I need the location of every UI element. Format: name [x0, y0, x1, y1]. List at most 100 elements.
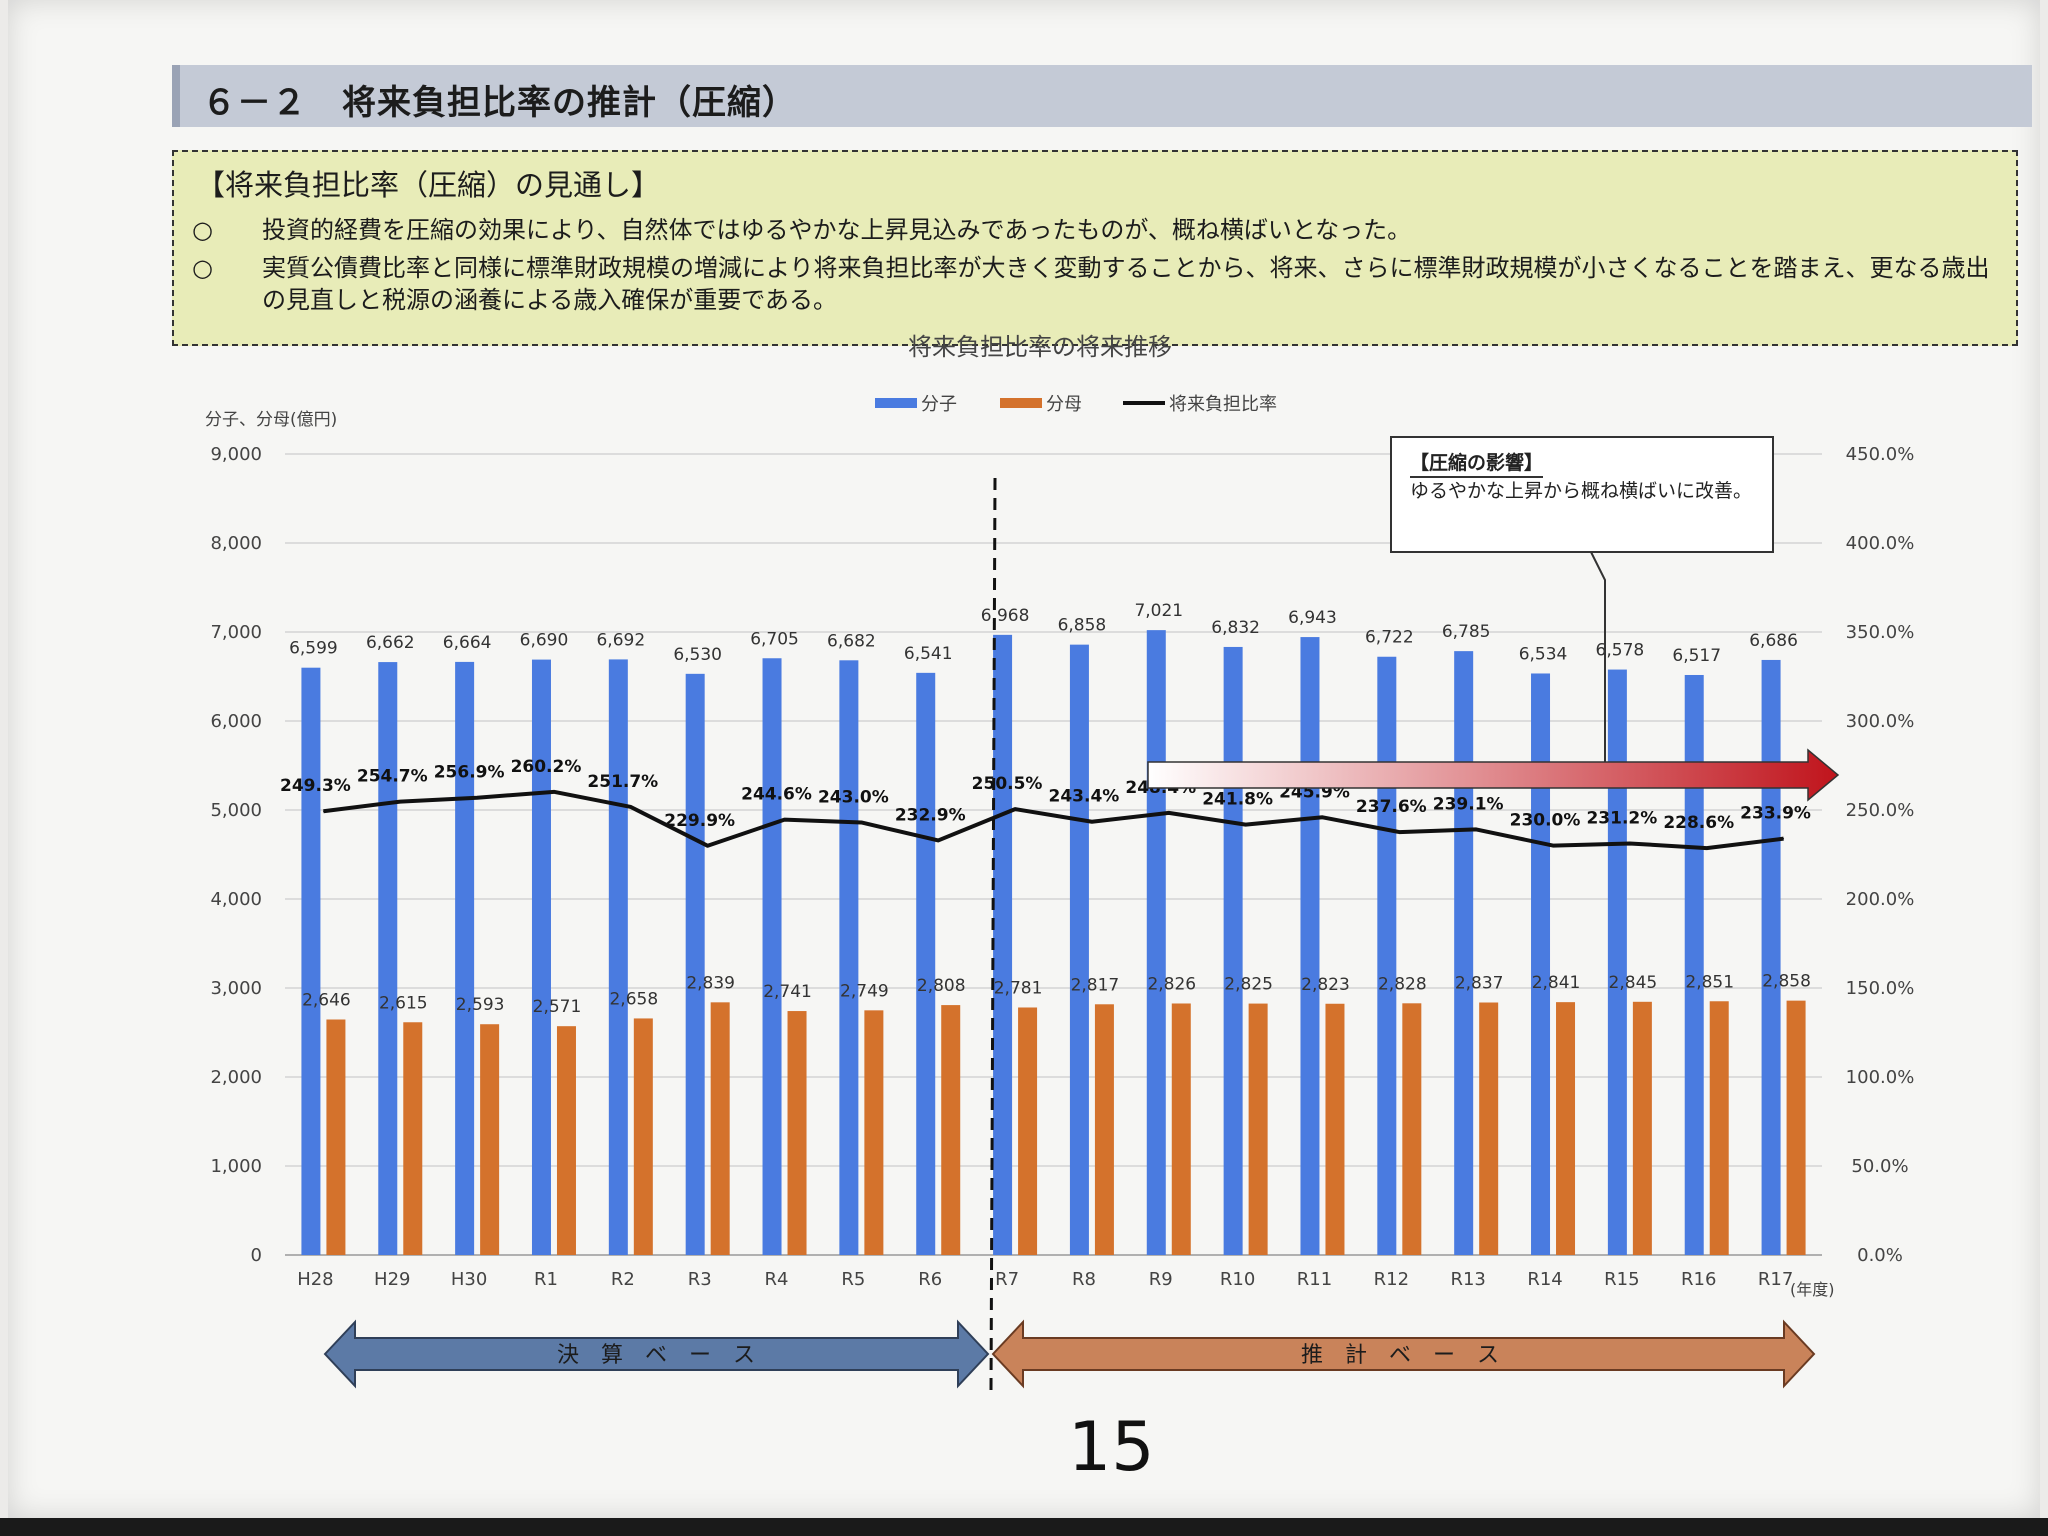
bar-denominator [326, 1019, 346, 1255]
ratio-point [322, 810, 324, 812]
bar-numerator [455, 661, 475, 1255]
ratio-label: 254.7% [357, 767, 428, 787]
section-title: ６－２ 将来負担比率の推計（圧縮） [202, 83, 797, 123]
x-tick-label: R13 [1450, 1269, 1485, 1290]
bar-label-numerator: 6,517 [1672, 646, 1721, 666]
x-tick-label: R14 [1527, 1269, 1562, 1290]
ratio-label: 239.1% [1433, 794, 1504, 814]
bar-numerator [839, 660, 859, 1255]
bar-denominator [1709, 1001, 1729, 1255]
y-tick-label-left: 0 [251, 1245, 262, 1266]
y-tick-label-left: 1,000 [210, 1156, 262, 1177]
x-tick-label: R5 [841, 1269, 865, 1290]
bar-numerator [1069, 644, 1089, 1255]
x-tick-label: R1 [534, 1269, 558, 1290]
ratio-point [707, 845, 709, 847]
ratio-label: 260.2% [511, 757, 582, 777]
bar-denominator [941, 1005, 961, 1255]
ratio-point [1629, 842, 1631, 844]
annotation-leader-line [1589, 549, 1606, 762]
bar-numerator [1223, 646, 1243, 1255]
bar-label-numerator: 7,021 [1134, 601, 1183, 621]
bar-label-denominator: 2,817 [1071, 975, 1120, 995]
ratio-point [1398, 831, 1400, 833]
section-header: ６－２ 将来負担比率の推計（圧縮） [172, 65, 2032, 127]
y-tick-label-right: 400.0% [1846, 533, 1915, 554]
bar-label-numerator: 6,599 [289, 639, 338, 659]
y-tick-label-right: 0.0% [1857, 1245, 1903, 1266]
bar-numerator [762, 658, 782, 1255]
bar-label-numerator: 6,943 [1288, 608, 1337, 628]
bar-denominator [556, 1026, 576, 1255]
bar-denominator [1632, 1001, 1652, 1255]
legend-swatch [875, 398, 917, 408]
bar-numerator [1761, 659, 1781, 1255]
y-tick-label-left: 2,000 [210, 1067, 262, 1088]
bar-label-denominator: 2,845 [1609, 973, 1658, 993]
bar-numerator [531, 659, 551, 1255]
annotation-callout: 【圧縮の影響】 ゆるやかな上昇から概ね横ばいに改善。 [1390, 436, 1774, 553]
bar-label-numerator: 6,578 [1596, 641, 1645, 661]
y-tick-label-right: 250.0% [1846, 800, 1915, 821]
bar-numerator [1300, 637, 1320, 1255]
bar-numerator [1684, 674, 1704, 1255]
bar-denominator [403, 1022, 423, 1255]
ratio-line [323, 789, 1784, 851]
y-axis-left: 0 1,000 2,000 3,000 4,000 5,000 6,000 7,000 8,00… [210, 444, 262, 1266]
bar-denominator [1325, 1003, 1345, 1255]
outlook-heading: 【将来負担比率（圧縮）の見通し】 [196, 168, 661, 202]
bar-numerator [685, 673, 705, 1255]
bar-label-numerator: 6,832 [1211, 618, 1260, 638]
ratio-point [784, 819, 786, 821]
actual-base-arrow-icon [323, 1319, 990, 1389]
bar-denominator [710, 1002, 730, 1255]
bar-numerator [1377, 656, 1397, 1255]
x-tick-label: R3 [688, 1269, 712, 1290]
legend-label: 分子 [921, 394, 957, 415]
bar-denominator [787, 1011, 807, 1255]
bar-denominator [1018, 1007, 1038, 1255]
bar-denominator [864, 1010, 884, 1255]
ratio-label: 232.9% [895, 805, 966, 825]
bar-denominator [1479, 1002, 1499, 1255]
ratio-point [1706, 847, 1708, 849]
bar-numerator [1607, 669, 1627, 1255]
bar-label-denominator: 2,749 [840, 981, 889, 1001]
bar-label-denominator: 2,646 [302, 991, 351, 1011]
y-tick-label-left: 7,000 [210, 622, 262, 643]
bar-denominator [480, 1024, 500, 1255]
outlook-box: 【将来負担比率（圧縮）の見通し】 ○ 投資的経費を圧縮の効果により、自然体ではゆ… [172, 150, 2018, 346]
x-tick-label: H30 [451, 1269, 487, 1290]
ratio-label: 244.6% [741, 785, 812, 805]
x-tick-label: R7 [995, 1269, 1019, 1290]
bar-label-numerator: 6,530 [673, 645, 722, 665]
ratio-label: 256.9% [434, 763, 505, 783]
ratio-label: 233.9% [1740, 804, 1811, 824]
x-tick-label: R10 [1220, 1269, 1255, 1290]
ratio-line-series: 249.3% 254.7% 256.9% 260.2%251.7% 229.9% 244.… [280, 757, 1811, 851]
ratio-label: 228.6% [1663, 813, 1734, 833]
ratio-label: 250.5% [972, 774, 1043, 794]
ratio-point [1552, 845, 1554, 847]
x-tick-label: R11 [1297, 1269, 1332, 1290]
y-tick-label-left: 3,000 [210, 978, 262, 999]
bar-label-denominator: 2,826 [1147, 974, 1196, 994]
bar-numerator [378, 662, 398, 1255]
bar-label-numerator: 6,692 [596, 630, 645, 650]
bar-label-denominator: 2,841 [1532, 973, 1581, 993]
estimate-base-label: 推 計 ベ ー ス [1301, 1343, 1499, 1368]
x-axis-label: (年度) [1790, 1280, 1835, 1299]
bar-denominator [1094, 1004, 1114, 1255]
bar-label-denominator: 2,808 [917, 976, 966, 996]
ratio-point [1321, 816, 1323, 818]
ratio-point [1091, 821, 1093, 823]
bar-numerator [301, 667, 321, 1255]
ratio-point [1783, 838, 1785, 840]
bar-label-numerator: 6,686 [1749, 631, 1798, 651]
bar-numerator [993, 634, 1013, 1255]
ratio-label: 231.2% [1586, 808, 1657, 828]
bar-label-numerator: 6,662 [366, 633, 415, 653]
bar-label-numerator: 6,858 [1058, 616, 1107, 636]
y-tick-label-right: 100.0% [1846, 1067, 1915, 1088]
ratio-point [1475, 828, 1477, 830]
